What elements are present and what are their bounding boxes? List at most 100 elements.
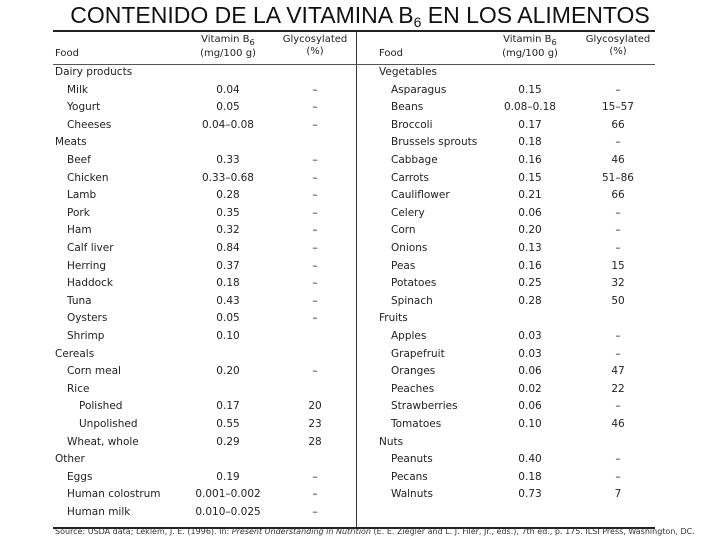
food-name: Beef [67, 154, 91, 166]
glycosylated-value: 15 [611, 259, 625, 272]
vitamin-b6-table: Food Vitamin B6 (mg/100 g) Glycosylated … [53, 30, 655, 529]
food-name: Pecans [391, 470, 428, 483]
glycosylated-value: 51–86 [602, 171, 634, 184]
vitamin-b6-value: 0.13 [518, 242, 542, 254]
vitamin-b6-value: 0.03 [518, 330, 542, 342]
header-vitamin-label: Vitamin B [201, 34, 250, 45]
vitamin-b6-value: 0.37 [216, 259, 240, 272]
glycosylated-value: – [312, 154, 318, 166]
vitamin-b6-value: 0.43 [216, 294, 240, 307]
header-glyco-label: Glycosylated [585, 34, 651, 45]
title-tail: EN LOS ALIMENTOS [421, 2, 650, 28]
glycosylated-value: – [615, 136, 621, 149]
page-title: CONTENIDO DE LA VITAMINA B6 EN LOS ALIME… [0, 2, 720, 30]
vitamin-b6-value: 0.32 [216, 224, 240, 237]
vitamin-b6-value: 0.19 [216, 470, 240, 483]
food-name: Rice [67, 382, 90, 395]
header-glyco-left: Glycosylated (%) [277, 34, 353, 58]
glycosylated-value: – [615, 206, 621, 219]
food-name: Corn meal [67, 365, 121, 378]
header-vitamin-right: Vitamin B6 (mg/100 g) [485, 34, 575, 60]
glycosylated-value: 7 [614, 488, 622, 501]
vitamin-b6-value: 0.20 [216, 365, 240, 378]
category-label: Nuts [379, 435, 404, 448]
food-name: Cauliflower [391, 189, 450, 202]
header-rule [53, 64, 655, 65]
vitamin-b6-value: 0.33 [216, 154, 240, 166]
food-name: Herring [67, 259, 107, 272]
header-vitamin-left: Vitamin B6 (mg/100 g) [183, 34, 273, 60]
vitamin-b6-value: 0.10 [518, 418, 542, 430]
food-name: Onions [391, 242, 428, 254]
category-label: Vegetables [379, 66, 438, 78]
glycosylated-value: – [615, 242, 621, 254]
food-name: Potatoes [391, 277, 437, 290]
glycosylated-value: 28 [308, 435, 322, 448]
glycosylated-value: – [312, 83, 318, 96]
vitamin-b6-value: 0.55 [216, 418, 240, 430]
glycosylated-value: – [312, 277, 318, 290]
header-glyco-right: Glycosylated (%) [581, 34, 655, 58]
food-name: Cheeses [67, 118, 112, 131]
food-name: Corn [391, 224, 416, 237]
vitamin-b6-value: 0.20 [518, 224, 542, 237]
food-name: Haddock [67, 277, 113, 290]
food-name: Oysters [67, 312, 108, 325]
food-name: Milk [67, 83, 88, 96]
vitamin-b6-value: 0.08–0.18 [503, 101, 556, 114]
title-subscript: 6 [413, 14, 422, 30]
food-name: Brussels sprouts [391, 136, 478, 149]
vitamin-b6-value: 0.06 [518, 400, 542, 413]
vitamin-b6-value: 0.21 [518, 189, 542, 202]
vitamin-b6-value: 0.16 [518, 259, 542, 272]
header-glyco-unit: (%) [306, 46, 324, 57]
vitamin-b6-value: 0.18 [518, 470, 542, 483]
glycosylated-value: – [615, 330, 621, 342]
food-name: Calf liver [67, 242, 114, 254]
glycosylated-value: – [312, 242, 318, 254]
glycosylated-value: – [312, 488, 318, 501]
glycosylated-value: – [312, 224, 318, 237]
food-name: Lamb [67, 189, 97, 202]
header-vitamin-sub: 6 [249, 37, 255, 47]
food-name: Yogurt [67, 101, 101, 114]
food-name: Broccoli [391, 118, 433, 131]
vitamin-b6-value: 0.06 [518, 206, 542, 219]
glycosylated-value: 22 [611, 382, 625, 395]
vitamin-b6-value: 0.001–0.002 [195, 488, 261, 501]
food-name: Eggs [67, 470, 93, 483]
vitamin-b6-value: 0.15 [518, 83, 542, 96]
food-name: Peanuts [391, 453, 433, 466]
glycosylated-value: 50 [611, 294, 625, 307]
food-name: Carrots [391, 171, 429, 184]
vitamin-b6-value: 0.05 [216, 312, 240, 325]
glycosylated-value: – [615, 224, 621, 237]
food-name: Human milk [67, 506, 131, 518]
vitamin-b6-value: 0.40 [518, 453, 542, 466]
vitamin-b6-value: 0.35 [216, 206, 240, 219]
food-name: Spinach [391, 294, 433, 307]
glycosylated-value: 47 [611, 365, 625, 378]
glycosylated-value: 46 [611, 154, 625, 166]
food-name: Human colostrum [67, 488, 161, 501]
glycosylated-value: 66 [611, 189, 625, 202]
glycosylated-value: – [312, 506, 318, 518]
glycosylated-value: – [312, 365, 318, 378]
food-name: Tuna [67, 294, 92, 307]
food-name: Walnuts [391, 488, 433, 501]
category-label: Fruits [379, 312, 408, 325]
glycosylated-value: – [615, 83, 621, 96]
category-label: Cereals [55, 347, 95, 360]
glycosylated-value: 15–57 [602, 101, 634, 114]
glycosylated-value: 23 [308, 418, 322, 430]
vitamin-b6-value: 0.17 [518, 118, 542, 131]
glycosylated-value: – [312, 118, 318, 131]
column-divider [356, 32, 357, 527]
food-name: Peaches [391, 382, 435, 395]
category-label: Other [55, 453, 85, 466]
glycosylated-value: – [312, 259, 318, 272]
vitamin-b6-value: 0.28 [518, 294, 542, 307]
food-name: Ham [67, 224, 92, 237]
title-main: CONTENIDO DE LA VITAMINA B [70, 2, 414, 28]
vitamin-b6-value: 0.25 [518, 277, 542, 290]
